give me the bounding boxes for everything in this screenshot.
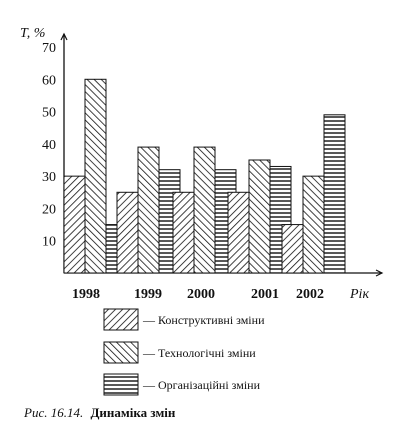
x-tick-label: 2001 (251, 287, 279, 302)
x-tick-label: 1999 (134, 287, 162, 302)
legend-swatch-horiz (103, 373, 139, 396)
y-tick-label: 10 (42, 235, 56, 250)
legend-label: — Організаційні зміни (142, 378, 261, 392)
x-tick-labels: 1998 1999 2000 2001 2002 (72, 287, 324, 302)
bar-diag-right-2001 (227, 191, 250, 274)
x-axis-label: Рік (349, 287, 369, 302)
x-axis-arrow (375, 269, 384, 277)
caption-title: Динаміка змін (90, 405, 175, 420)
bar-diag-right-2002 (281, 224, 304, 274)
y-tick-label: 70 (42, 41, 56, 56)
legend-label: — Конструктивні зміни (142, 313, 265, 327)
y-tick-label: 60 (42, 73, 56, 88)
y-tick-label: 30 (42, 170, 56, 185)
y-axis-arrow (60, 32, 68, 41)
bar-diag-left-2002 (302, 175, 325, 274)
y-axis-label: T, % (20, 26, 45, 41)
legend-swatch-diag-right (103, 308, 139, 331)
legend: — Конструктивні зміни — Технологічні змін… (103, 308, 265, 396)
y-tick-label: 20 (42, 202, 56, 217)
x-tick-label: 2000 (187, 287, 215, 302)
y-tick-label: 50 (42, 106, 56, 121)
caption-prefix: Рис. 16.14. (23, 405, 83, 420)
legend-swatch-diag-left (103, 341, 139, 364)
x-tick-label: 1998 (72, 287, 100, 302)
legend-label: — Технологічні зміни (142, 346, 256, 360)
bar-horiz-2002 (323, 114, 346, 274)
x-tick-label: 2002 (296, 287, 324, 302)
bar-diag-left-2001 (248, 159, 271, 274)
bar-diag-left-1999 (137, 146, 160, 274)
bar-diag-right-2000 (172, 191, 195, 274)
bar-diag-right-1998 (63, 175, 86, 274)
y-tick-label: 40 (42, 138, 56, 153)
bars (63, 78, 346, 274)
y-ticks: 10 20 30 40 50 60 70 (42, 41, 56, 250)
bar-diag-right-1999 (116, 191, 139, 274)
bar-diag-left-2000 (193, 146, 216, 274)
bar-diag-left-1998 (84, 78, 107, 274)
figure-caption: Рис. 16.14. Динаміка змін (23, 405, 176, 420)
